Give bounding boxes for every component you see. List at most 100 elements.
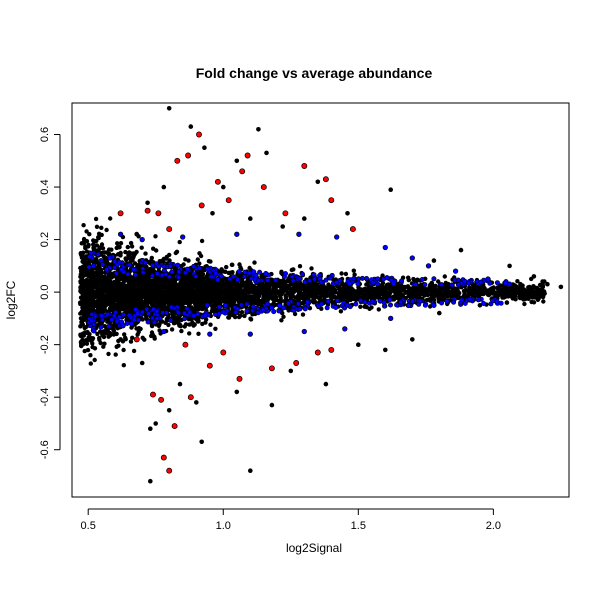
data-point-moderate — [154, 270, 160, 276]
data-point-moderate — [230, 274, 236, 280]
data-point — [82, 348, 87, 354]
data-point — [209, 291, 214, 296]
data-point — [121, 347, 126, 353]
data-point-moderate — [290, 278, 296, 284]
data-point — [138, 297, 143, 303]
data-point-moderate — [311, 272, 317, 278]
data-point-moderate — [265, 277, 271, 283]
data-point — [126, 293, 132, 298]
data-point — [106, 351, 111, 357]
data-point — [125, 244, 130, 250]
data-point — [160, 285, 165, 291]
data-point — [152, 295, 157, 300]
data-point — [131, 301, 137, 306]
data-point — [429, 280, 435, 286]
data-point-significant — [158, 396, 165, 403]
data-point — [86, 260, 92, 265]
data-point-moderate — [253, 272, 259, 278]
data-point-moderate — [409, 255, 415, 261]
data-point-moderate — [131, 266, 137, 272]
data-point — [529, 299, 534, 305]
axes-layer: 0.5 1.0 1.5 2.0-0.6-0.4-0.20.00.20.40.6 — [39, 127, 501, 532]
data-point-moderate — [151, 319, 157, 325]
data-point — [520, 296, 526, 301]
data-point — [458, 247, 464, 253]
data-point — [409, 294, 414, 300]
data-point-moderate — [91, 328, 97, 334]
data-point-moderate — [462, 278, 468, 284]
data-point-moderate — [506, 281, 513, 287]
data-point-moderate — [119, 267, 125, 273]
data-point-moderate — [193, 273, 199, 279]
data-point — [90, 259, 96, 265]
data-point — [187, 331, 192, 336]
data-point — [122, 277, 127, 282]
data-point — [178, 280, 183, 285]
data-point — [94, 224, 100, 229]
data-point-moderate — [113, 270, 119, 276]
data-point — [104, 329, 109, 335]
data-point — [292, 311, 298, 317]
data-point — [348, 286, 353, 291]
data-point-moderate — [431, 276, 437, 282]
data-point — [363, 304, 368, 309]
data-point — [210, 306, 216, 311]
data-point — [156, 280, 162, 285]
data-point-moderate — [362, 299, 368, 305]
data-point — [118, 293, 123, 298]
data-point — [146, 297, 151, 303]
data-point-moderate — [381, 303, 387, 309]
data-point — [463, 287, 468, 293]
data-point-significant — [282, 210, 289, 217]
data-point-moderate — [168, 317, 174, 323]
data-point — [134, 232, 140, 237]
data-point — [94, 243, 100, 248]
data-point — [113, 291, 118, 296]
data-point-significant — [144, 207, 151, 214]
data-point — [131, 255, 136, 260]
data-point-moderate — [107, 255, 113, 261]
data-point-moderate — [187, 309, 193, 315]
data-point — [128, 339, 134, 344]
data-point-moderate — [99, 313, 105, 319]
data-point — [188, 124, 194, 129]
data-point-significant — [322, 176, 329, 183]
data-point — [153, 421, 158, 426]
data-point — [78, 324, 83, 329]
data-point — [119, 306, 125, 311]
data-point-moderate — [111, 313, 117, 319]
data-point — [306, 285, 311, 290]
data-point — [142, 337, 147, 342]
data-point — [297, 264, 303, 269]
data-point — [167, 258, 172, 263]
data-point — [142, 292, 147, 298]
data-point — [171, 310, 177, 316]
data-point-moderate — [439, 300, 445, 306]
data-point — [153, 234, 158, 239]
data-point — [90, 344, 95, 350]
data-point — [542, 279, 547, 284]
data-point — [504, 300, 510, 305]
data-point-moderate — [347, 280, 353, 286]
data-point — [255, 285, 260, 291]
data-point — [110, 303, 116, 308]
data-point-moderate — [176, 274, 182, 280]
data-point — [226, 315, 231, 320]
data-point — [121, 363, 127, 368]
data-point — [307, 291, 312, 296]
data-point — [300, 312, 306, 317]
data-point — [439, 297, 445, 302]
data-point — [83, 297, 88, 302]
data-point — [442, 274, 447, 279]
data-point — [118, 241, 124, 246]
data-point — [111, 328, 117, 333]
data-point — [302, 285, 307, 290]
data-point — [140, 288, 145, 293]
data-point — [129, 244, 135, 249]
data-point — [204, 294, 209, 300]
data-point — [309, 266, 314, 271]
data-point — [372, 289, 378, 295]
data-point — [232, 279, 237, 285]
data-point — [279, 280, 285, 286]
data-point-moderate — [481, 300, 487, 306]
